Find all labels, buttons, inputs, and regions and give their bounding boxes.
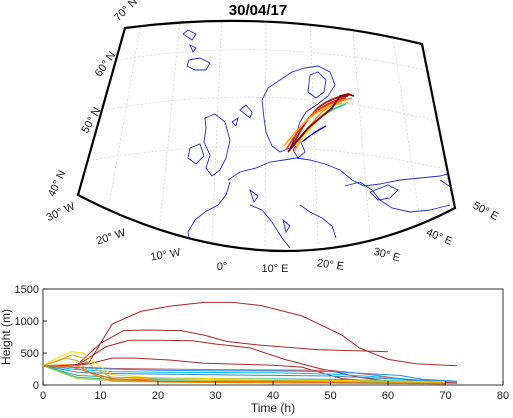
series-line-7 [42,365,458,383]
lon-label-0: 0° [217,261,228,273]
x-tick-label-10: 10 [94,390,106,402]
x-tick-label-60: 60 [382,390,394,402]
series-line-1 [42,301,458,367]
trajectories [283,93,355,153]
lon-label-40e: 40° E [424,227,454,248]
lon-label-20e: 20° E [316,257,344,273]
series-layer [42,301,458,385]
lat-label-40n: 40° N [46,169,69,199]
coastlines [182,29,455,251]
x-axis: 0 10 20 30 40 50 60 70 80 [40,381,509,402]
x-tick-label-0: 0 [40,390,46,402]
lon-label-10e: 10° E [261,263,288,275]
series-line-6 [42,365,458,382]
lon-label-10w: 10° W [150,246,182,263]
y-axis-label: Height (m) [0,309,13,365]
y-tick-label-500: 500 [21,348,39,360]
x-tick-label-20: 20 [152,390,164,402]
series-line-16 [42,365,446,385]
series-line-13 [42,354,446,383]
lon-label-30w: 30° W [45,200,78,224]
x-tick-label-30: 30 [209,390,221,402]
map-region [76,19,457,253]
x-axis-label: Time (h) [251,401,295,415]
lon-label-30e: 30° E [372,246,401,265]
series-line-2 [42,329,389,367]
x-tick-label-50: 50 [324,390,336,402]
y-tick-label-0: 0 [33,380,39,392]
lon-label-50e: 50° E [471,200,501,223]
y-tick-label-1000: 1000 [15,316,39,328]
y-tick-label-1500: 1500 [15,284,39,296]
series-line-12 [42,351,446,383]
lat-label-70n: 70° N [112,0,140,24]
x-tick-label-80: 80 [497,390,509,402]
lon-label-20w: 20° W [95,227,128,248]
y-axis: 0 500 1000 1500 [15,284,47,392]
x-tick-label-70: 70 [439,390,451,402]
graticule [91,20,441,249]
map-frame [76,19,457,253]
map-title: 30/04/17 [229,2,287,19]
series-line-15 [42,363,446,385]
x-tick-label-40: 40 [267,390,279,402]
